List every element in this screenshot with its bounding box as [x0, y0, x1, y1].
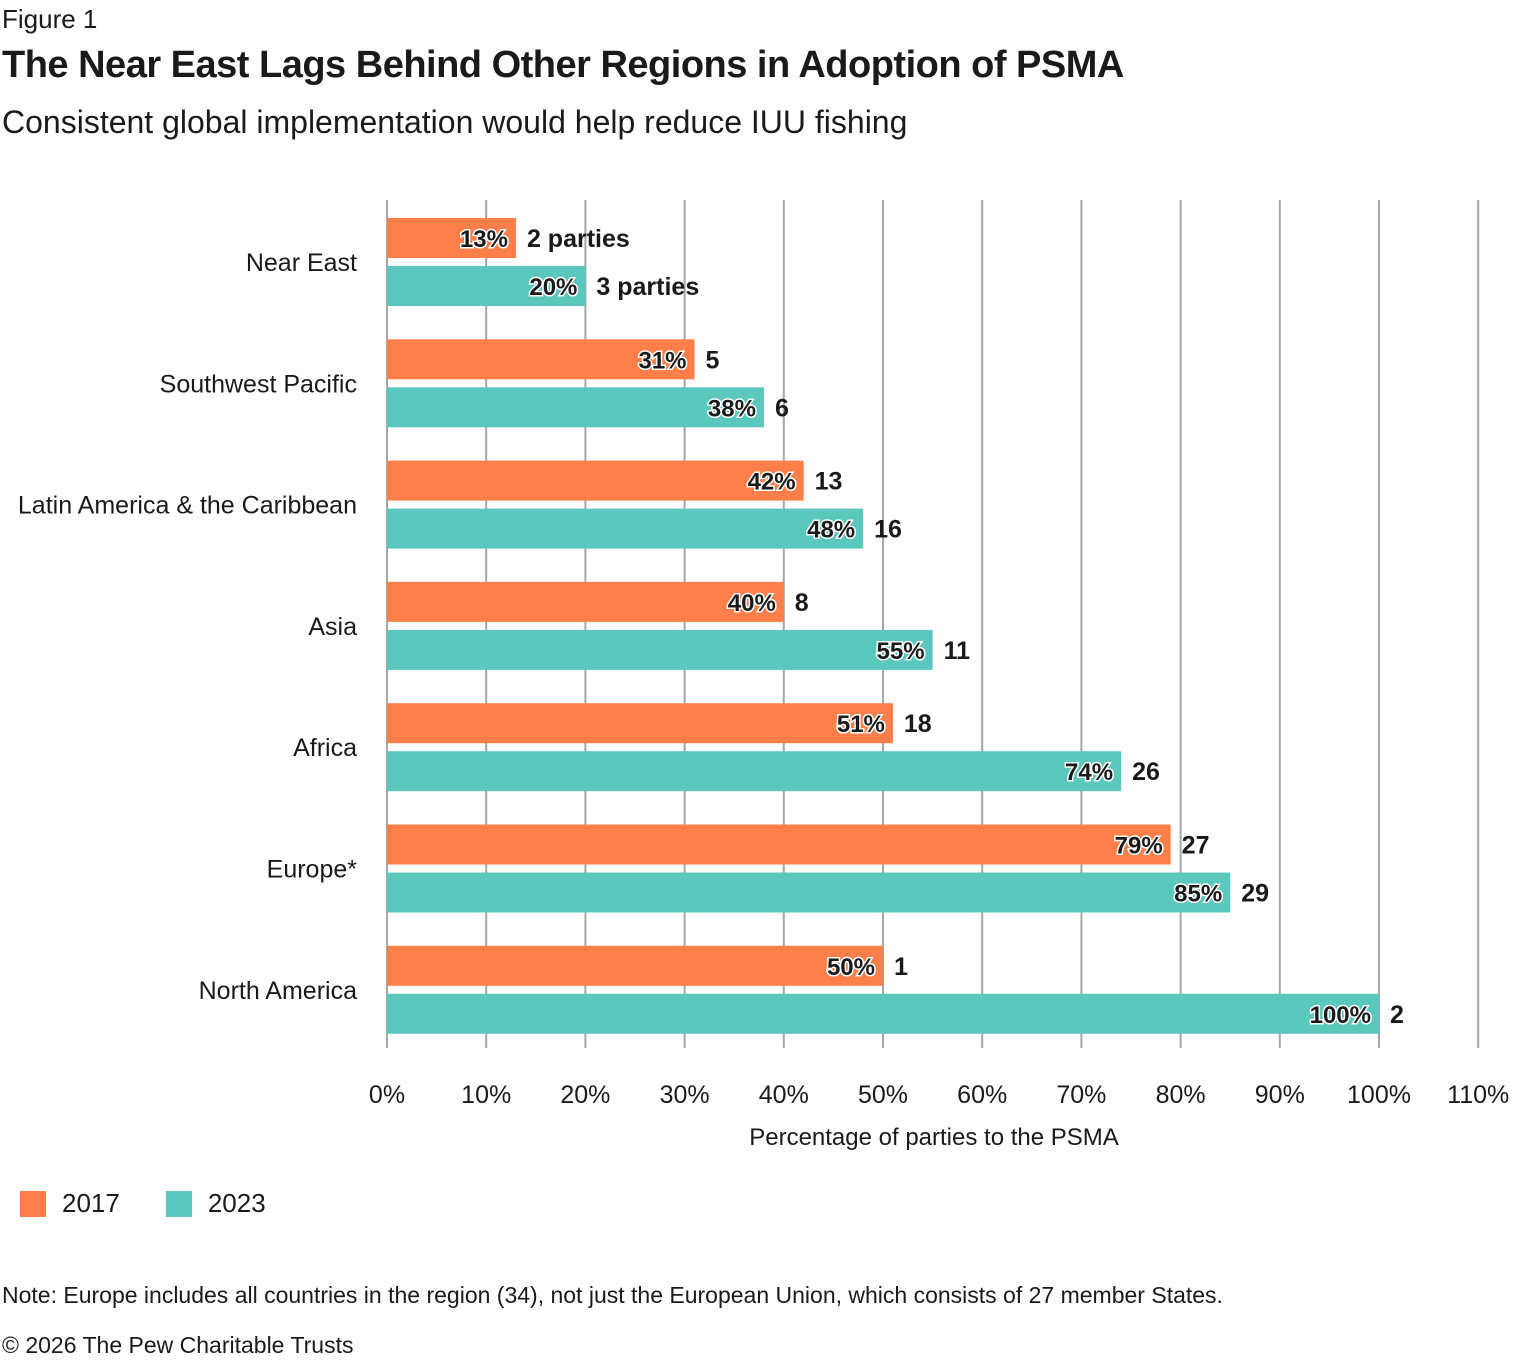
- bar-count-label: 6: [775, 394, 789, 422]
- bar-count-label: 8: [795, 589, 809, 617]
- bar-2023: [387, 387, 764, 428]
- bar-value-label: 40%: [728, 590, 776, 617]
- legend-swatch-2017: [20, 1190, 46, 1217]
- bars: 13% 2 parties 20% 3 parties 31% 5 38% 6 42% 13 48%…: [387, 218, 1404, 1034]
- bar-count-label: 2 parties: [527, 225, 630, 253]
- gridlines: [386, 200, 1480, 1048]
- bar-count-label: 1: [894, 953, 908, 981]
- x-tick-label: 60%: [957, 1081, 1007, 1109]
- bar-2017: [387, 460, 804, 501]
- category-label: Southwest Pacific: [160, 370, 357, 398]
- bar-count-label: 11: [944, 637, 971, 665]
- bar-2023: [387, 751, 1122, 792]
- bar-value-label: 13%: [460, 226, 508, 253]
- bar-2023: [387, 508, 864, 549]
- bar-count-label: 16: [874, 516, 902, 544]
- legend-label-2023: 2023: [207, 1188, 266, 1218]
- x-tick-labels: 0% 10% 20% 30% 40% 50% 60% 70% 80% 90% 100% 110%: [369, 1081, 1509, 1109]
- x-tick-label: 50%: [858, 1081, 908, 1109]
- bar-value-label: 51%: [837, 711, 885, 738]
- bar-value-label: 20%: [529, 274, 577, 301]
- chart-subtitle: Consistent global implementation would h…: [2, 104, 908, 140]
- bar-value-label: 42%: [748, 469, 796, 496]
- bar-2017: [387, 945, 883, 986]
- bar-2017: [387, 339, 695, 380]
- x-tick-label: 0%: [369, 1081, 405, 1109]
- x-tick-label: 100%: [1347, 1081, 1411, 1109]
- bar-2017: [387, 218, 516, 258]
- copyright: © 2026 The Pew Charitable Trusts: [2, 1332, 354, 1358]
- bar-value-label: 50%: [827, 954, 875, 981]
- x-tick-label: 90%: [1255, 1081, 1305, 1109]
- bar-count-label: 29: [1241, 880, 1269, 908]
- legend-swatch-2023: [165, 1190, 192, 1217]
- x-tick-label: 20%: [560, 1081, 610, 1109]
- x-tick-label: 70%: [1056, 1081, 1106, 1109]
- bar-2023: [387, 266, 586, 306]
- category-label: Asia: [308, 613, 357, 641]
- bar-count-label: 5: [706, 346, 720, 374]
- bar-2017: [387, 824, 1171, 865]
- x-tick-label: 10%: [461, 1081, 511, 1109]
- bar-count-label: 3 parties: [596, 273, 699, 301]
- category-label: Near East: [246, 249, 357, 277]
- x-tick-label: 30%: [660, 1081, 710, 1109]
- bar-value-label: 74%: [1065, 759, 1113, 786]
- bar-2023: [387, 993, 1379, 1034]
- bar-2023: [387, 872, 1231, 913]
- category-label: Latin America & the Caribbean: [18, 492, 357, 520]
- chart-title: The Near East Lags Behind Other Regions …: [2, 44, 1124, 86]
- bar-value-label: 79%: [1115, 833, 1163, 860]
- category-label: North America: [199, 977, 357, 1005]
- bar-2017: [387, 703, 893, 744]
- legend: 2017 2023: [20, 1188, 312, 1219]
- x-tick-label: 80%: [1156, 1081, 1206, 1109]
- bar-2017: [387, 581, 784, 622]
- bar-value-label: 100%: [1310, 1002, 1371, 1029]
- category-label: Africa: [293, 734, 357, 762]
- figure-label: Figure 1: [2, 4, 98, 34]
- bar-count-label: 26: [1132, 758, 1160, 786]
- bar-count-label: 18: [904, 710, 932, 738]
- bar-2023: [387, 629, 933, 670]
- category-labels: Near East Southwest Pacific Latin America …: [18, 249, 357, 1005]
- x-tick-label: 110%: [1447, 1081, 1509, 1109]
- bar-count-label: 13: [815, 468, 843, 496]
- bar-value-label: 55%: [877, 638, 925, 665]
- bar-value-label: 85%: [1174, 881, 1222, 908]
- bar-count-label: 27: [1182, 832, 1210, 860]
- category-label: Europe*: [267, 856, 358, 884]
- legend-label-2017: 2017: [62, 1188, 120, 1218]
- legend-item-2017: 2017: [20, 1188, 120, 1219]
- x-axis-title: Percentage of parties to the PSMA: [749, 1124, 1119, 1151]
- legend-item-2023: 2023: [165, 1188, 266, 1219]
- footnote: Note: Europe includes all countries in t…: [2, 1282, 1223, 1308]
- x-tick-label: 40%: [759, 1081, 809, 1109]
- bar-value-label: 48%: [807, 517, 855, 544]
- bar-value-label: 38%: [708, 395, 756, 422]
- bar-count-label: 2: [1390, 1001, 1404, 1029]
- bar-value-label: 31%: [638, 347, 686, 374]
